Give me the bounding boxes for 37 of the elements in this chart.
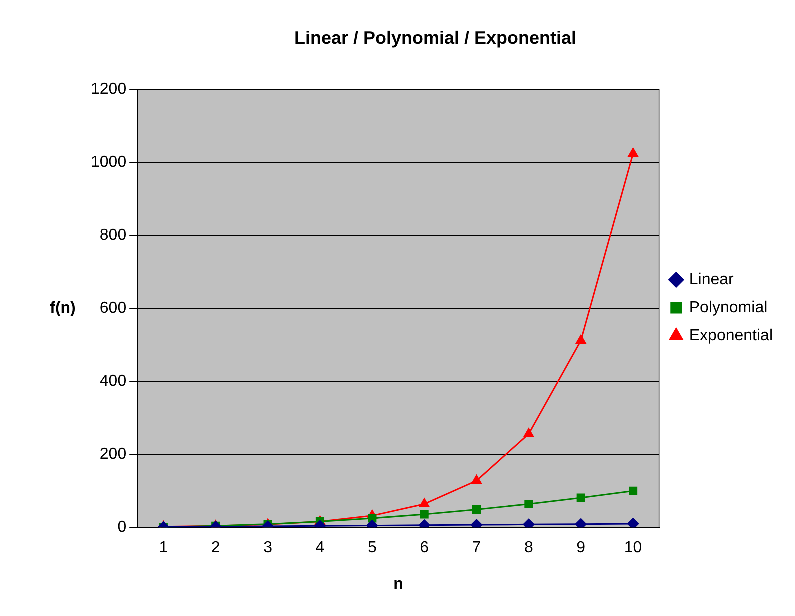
y-tick-label: 200 xyxy=(100,446,127,464)
y-tick-label: 400 xyxy=(100,373,127,390)
y-tick-label: 1000 xyxy=(91,154,127,172)
x-tick-label: 1 xyxy=(159,540,168,557)
x-axis-title: n xyxy=(394,576,404,593)
x-tick-label: 6 xyxy=(420,540,430,557)
point xyxy=(628,518,640,528)
x-tick-label: 3 xyxy=(264,540,273,557)
y-axis-title: f(n) xyxy=(50,300,76,318)
point xyxy=(420,510,429,519)
point xyxy=(524,500,534,509)
x-tick-label: 9 xyxy=(576,540,586,557)
point xyxy=(576,494,586,502)
point xyxy=(472,475,482,484)
point xyxy=(576,334,586,344)
chart-title: Linear / Polynomial / Exponential xyxy=(294,28,577,48)
point xyxy=(368,514,377,523)
y-tick-label: 0 xyxy=(118,519,127,536)
x-tick-label: 7 xyxy=(472,540,482,557)
point xyxy=(628,148,638,158)
legend-label: Polynomial xyxy=(689,299,768,316)
point xyxy=(524,428,534,438)
legend-label: Linear xyxy=(689,271,735,288)
y-tick-label: 1200 xyxy=(91,81,127,98)
x-tick-label: 5 xyxy=(368,540,377,557)
x-tick-label: 2 xyxy=(211,540,220,557)
point xyxy=(575,518,587,528)
point xyxy=(523,518,535,528)
point xyxy=(420,498,430,508)
x-tick-label: 10 xyxy=(624,540,642,557)
y-tick-label: 600 xyxy=(100,300,127,318)
x-tick-label: 8 xyxy=(524,540,534,557)
point xyxy=(629,486,638,496)
y-tick-label: 800 xyxy=(100,227,127,244)
legend-label: Exponential xyxy=(689,327,774,344)
x-tick-label: 4 xyxy=(316,540,325,557)
point xyxy=(472,505,482,514)
